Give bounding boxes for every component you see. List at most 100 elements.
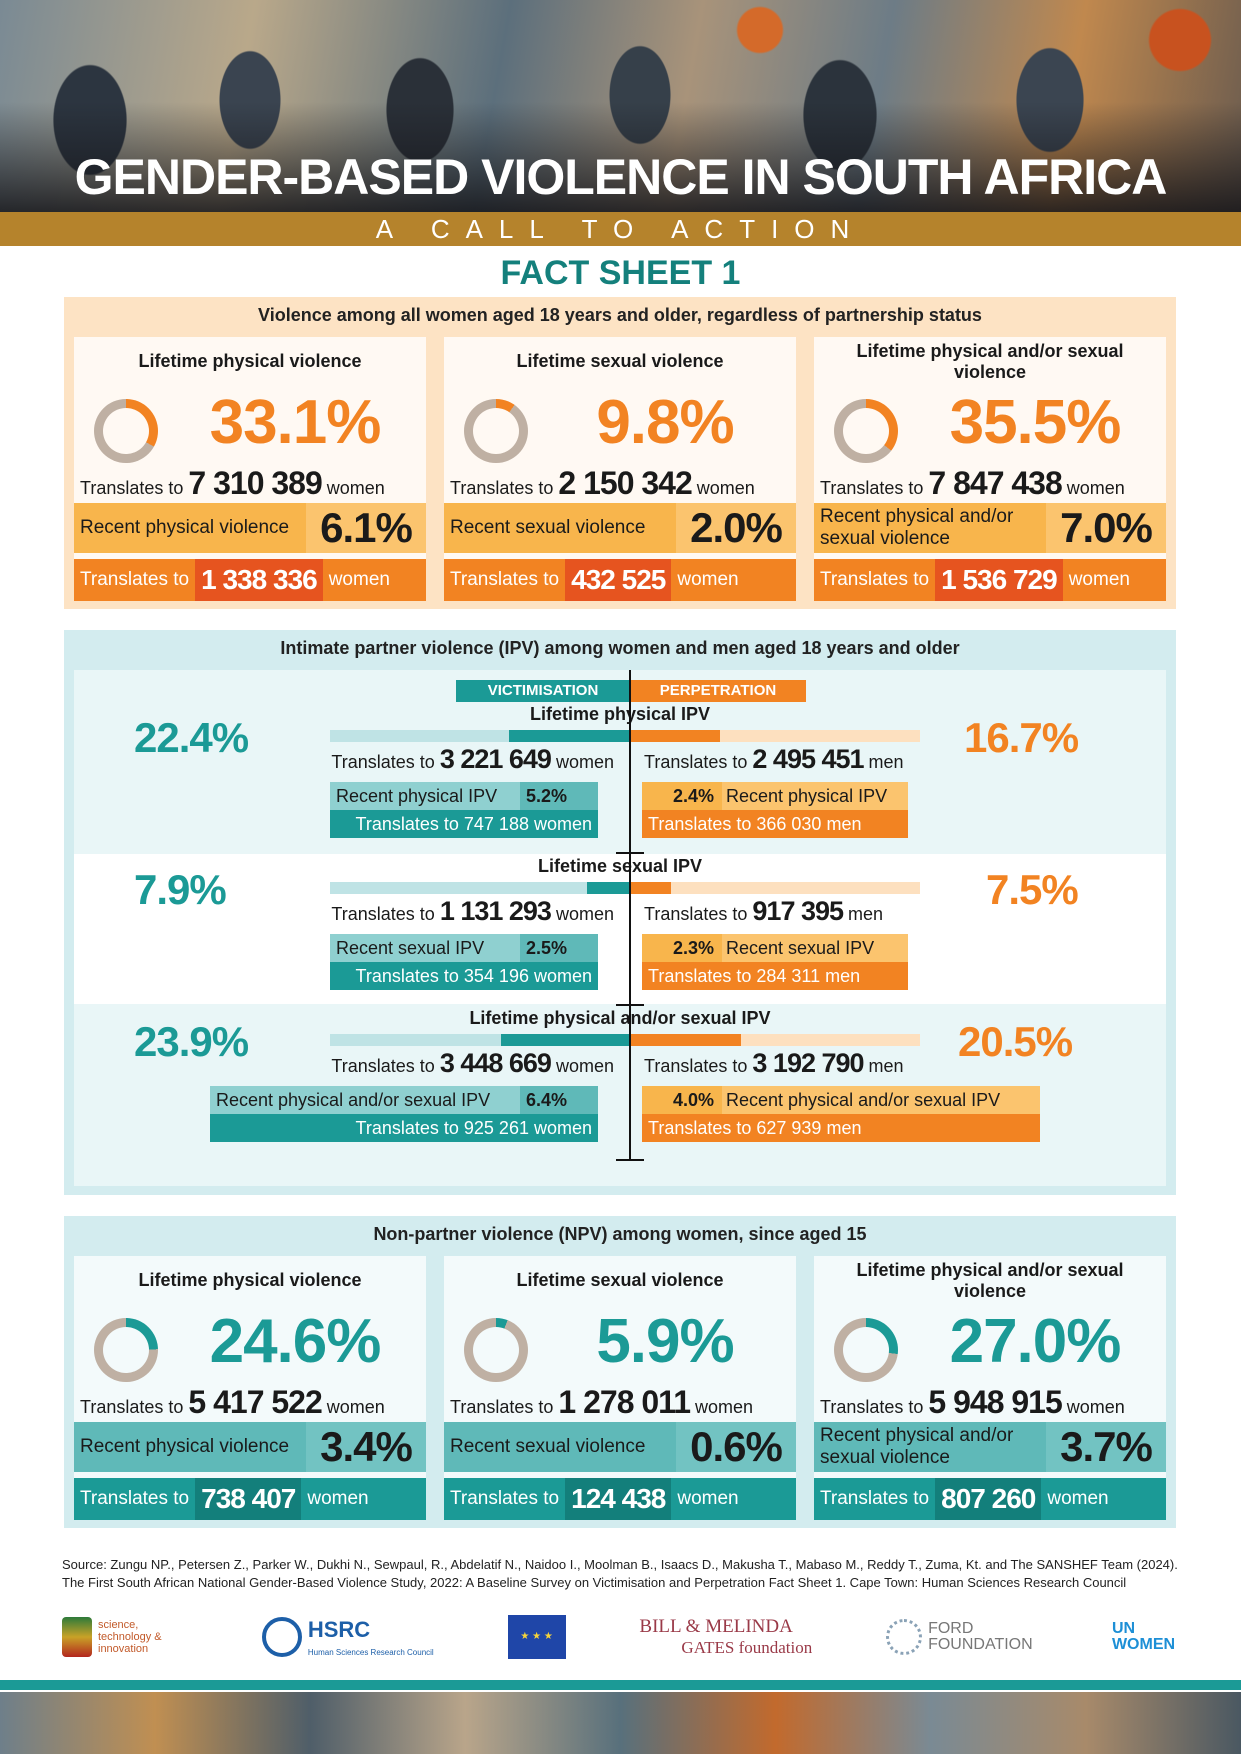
perpetration-bar xyxy=(630,730,721,742)
translates-line: Translates to 7 847 438 women xyxy=(820,465,1125,501)
translates-line: Translates to 5 948 915 women xyxy=(820,1384,1125,1420)
stat-card: Lifetime physical violence 33.1% Transla… xyxy=(74,337,426,601)
recent-row: Recent physical and/or sexual violence 7… xyxy=(814,503,1166,553)
ford-foundation-logo: FORD FOUNDATION xyxy=(886,1619,1038,1655)
section-title: Non-partner violence (NPV) among women, … xyxy=(373,1224,867,1244)
victimisation-translates: Translates to 1 131 293 women xyxy=(331,896,614,926)
p-recent-row: 2.4% Recent physical IPV xyxy=(642,782,908,810)
recent-label: Recent physical violence xyxy=(74,503,306,553)
ipv-panel: Intimate partner violence (IPV) among wo… xyxy=(64,630,1176,1195)
stat-card: Lifetime physical and/or sexual violence… xyxy=(814,337,1166,601)
victimisation-percentage: 22.4% xyxy=(134,714,249,761)
lifetime-percentage: 5.9% xyxy=(596,1307,734,1376)
footer-image xyxy=(0,1692,1241,1754)
lifetime-percentage: 9.8% xyxy=(596,388,734,457)
recent-label: Recent physical and/or sexual violence xyxy=(814,1422,1046,1472)
fact-sheet-heading: FACT SHEET 1 xyxy=(500,254,741,292)
donut-icon xyxy=(464,1318,528,1382)
v-recent-translates: Translates to 354 196 women xyxy=(330,962,598,990)
translates-line: Translates to 1 278 011 women xyxy=(450,1384,754,1420)
card-title: Lifetime physical violence xyxy=(138,351,362,371)
footer-band xyxy=(0,1680,1241,1690)
stat-card: Lifetime physical and/or sexual violence… xyxy=(814,1256,1166,1520)
hsrc-logo: HSRC Human Sciences Research Council xyxy=(261,1617,434,1658)
victimisation-percentage: 7.9% xyxy=(134,866,227,913)
lifetime-percentage: 24.6% xyxy=(209,1307,382,1376)
recent-translates: Translates to 1 536 729 women xyxy=(814,559,1166,601)
card-title: Lifetime physical and/or sexual violence xyxy=(856,341,1124,382)
card-title: Lifetime sexual violence xyxy=(516,1270,724,1290)
row-title: Lifetime physical IPV xyxy=(529,704,711,724)
p-recent-row: 4.0% Recent physical and/or sexual IPV xyxy=(642,1086,1040,1114)
p-recent-translates: Translates to 366 030 men xyxy=(642,810,908,838)
header-banner-image xyxy=(0,0,1241,212)
all-women-violence-panel: Violence among all women aged 18 years a… xyxy=(64,297,1176,609)
recent-percentage: 3.7% xyxy=(1046,1422,1166,1472)
p-recent-translates: Translates to 627 939 men xyxy=(642,1114,1040,1142)
translates-line: Translates to 7 310 389 women xyxy=(80,465,385,501)
v-recent-row: Recent physical IPV 5.2% xyxy=(330,782,598,810)
stat-card: Lifetime sexual violence 9.8% Translates… xyxy=(444,337,796,601)
donut-icon xyxy=(94,1318,158,1382)
perpetration-bar-track xyxy=(630,882,920,894)
page-title: GENDER-BASED VIOLENCE IN SOUTH AFRICA xyxy=(74,149,1168,205)
perpetration-bar xyxy=(630,882,671,894)
donut-icon xyxy=(464,399,528,463)
recent-row: Recent sexual violence 0.6% xyxy=(444,1422,796,1472)
v-recent-translates: Translates to 925 261 women xyxy=(210,1114,598,1142)
donut-icon xyxy=(94,399,158,463)
axis-tick xyxy=(616,1004,644,1006)
perpetration-percentage: 20.5% xyxy=(958,1018,1073,1065)
recent-percentage: 6.1% xyxy=(306,503,426,553)
recent-label: Recent sexual violence xyxy=(444,503,676,553)
card-title: Lifetime physical violence xyxy=(138,1270,362,1290)
recent-translates: Translates to 738 407 women xyxy=(74,1478,426,1520)
recent-percentage: 3.4% xyxy=(306,1422,426,1472)
row-title: Lifetime physical and/or sexual IPV xyxy=(469,1008,771,1028)
recent-translates: Translates to 432 525 women xyxy=(444,559,796,601)
v-recent-row: Recent sexual IPV 2.5% xyxy=(330,934,598,962)
recent-percentage: 0.6% xyxy=(676,1422,796,1472)
npv-panel: Non-partner violence (NPV) among women, … xyxy=(64,1216,1176,1528)
recent-row: Recent physical violence 3.4% xyxy=(74,1422,426,1472)
ipv-chart: VICTIMISATION PERPETRATION Lifetime phys… xyxy=(74,670,1166,1186)
stat-card: Lifetime sexual violence 5.9% Translates… xyxy=(444,1256,796,1520)
victimisation-label: VICTIMISATION xyxy=(456,680,630,702)
section-title: Violence among all women aged 18 years a… xyxy=(258,305,982,325)
recent-label: Recent physical and/or sexual violence xyxy=(814,503,1046,553)
un-women-logo: UN WOMEN xyxy=(1111,1620,1176,1653)
recent-percentage: 7.0% xyxy=(1046,503,1166,553)
victimisation-translates: Translates to 3 221 649 women xyxy=(331,744,614,774)
recent-translates: Translates to 124 438 women xyxy=(444,1478,796,1520)
lifetime-percentage: 27.0% xyxy=(949,1307,1122,1376)
p-recent-row: 2.3% Recent sexual IPV xyxy=(642,934,908,962)
perpetration-translates: Translates to 917 395 men xyxy=(644,896,884,926)
victimisation-translates: Translates to 3 448 669 women xyxy=(331,1048,614,1078)
recent-translates: Translates to 1 338 336 women xyxy=(74,559,426,601)
ipv-row: Lifetime physical and/or sexual IPV 23.9… xyxy=(74,1006,1166,1186)
recent-row: Recent physical violence 6.1% xyxy=(74,503,426,553)
source-citation: Source: Zungu NP., Petersen Z., Parker W… xyxy=(62,1557,1178,1590)
ipv-row: Lifetime sexual IPV 7.9% 7.5% Translates… xyxy=(74,854,1166,1004)
perpetration-translates: Translates to 3 192 790 men xyxy=(644,1048,904,1078)
victimisation-bar xyxy=(500,1034,630,1046)
victimisation-percentage: 23.9% xyxy=(134,1018,249,1065)
lifetime-percentage: 33.1% xyxy=(209,388,382,457)
perpetration-percentage: 16.7% xyxy=(964,714,1079,761)
recent-translates: Translates to 807 260 women xyxy=(814,1478,1166,1520)
axis-tick xyxy=(616,1159,644,1161)
victimisation-bar-track xyxy=(330,882,630,894)
victimisation-bar xyxy=(509,730,630,742)
ipv-row: Lifetime physical IPV 22.4% 16.7% Transl… xyxy=(74,702,1166,852)
gates-foundation-logo: BILL & MELINDA GATES foundation xyxy=(639,1616,813,1657)
translates-line: Translates to 2 150 342 women xyxy=(450,465,755,501)
perpetration-percentage: 7.5% xyxy=(986,866,1079,913)
victimisation-bar xyxy=(587,882,630,894)
partner-logos: science, technology & innovation HSRC Hum… xyxy=(62,1612,1182,1662)
v-recent-row: Recent physical and/or sexual IPV 6.4% xyxy=(210,1086,598,1114)
v-recent-translates: Translates to 747 188 women xyxy=(330,810,598,838)
perpetration-label: PERPETRATION xyxy=(630,680,806,702)
card-title: Lifetime sexual violence xyxy=(516,351,724,371)
eu-flag-logo: ★ ★ ★ xyxy=(507,1615,566,1659)
recent-label: Recent sexual violence xyxy=(444,1422,676,1472)
